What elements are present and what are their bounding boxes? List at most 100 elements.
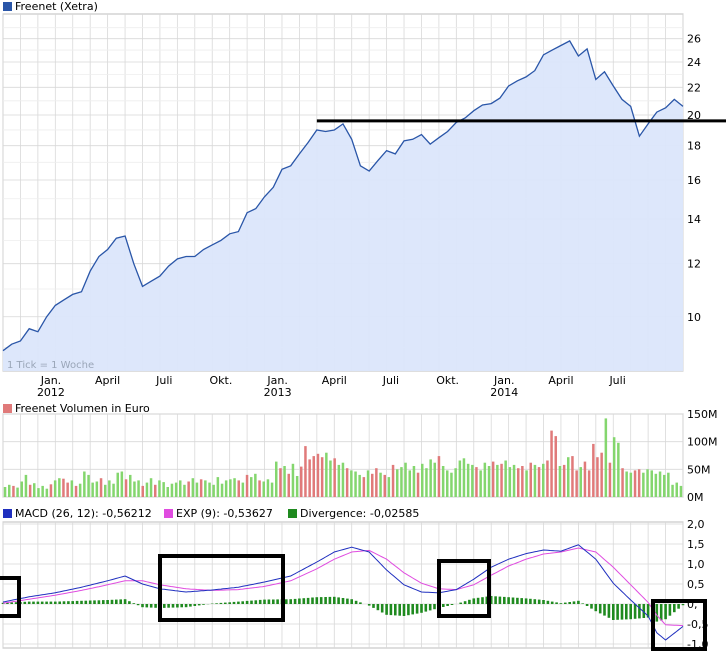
divergence-bar [394,604,397,616]
divergence-bar [80,600,83,604]
x-tick-year: 2014 [490,386,518,399]
volume-bar [37,488,40,497]
volume-bar [250,477,253,497]
volume-bar [304,446,307,497]
volume-bar [275,461,278,497]
volume-bar [517,468,520,497]
volume-bar [345,468,349,497]
divergence-bar [136,604,140,606]
volume-bar [62,478,65,497]
exp-line [2,547,684,627]
divergence-bar [533,599,537,604]
divergence-bar [272,599,275,604]
volume-bar [512,464,516,497]
divergence-bar [673,604,676,613]
divergence-bar [367,604,371,606]
divergence-legend-label: Divergence: -0,02585 [300,507,419,520]
divergence-bar [32,601,35,604]
volume-bar [671,484,674,497]
volume-bar [583,461,587,497]
volume-bar [12,485,15,497]
divergence-bar [293,598,297,604]
x-tick-label: April [322,374,347,387]
volume-bar [262,481,265,497]
x-tick-label: Juli [155,374,172,387]
volume-bar [454,468,457,497]
divergence-bar [71,601,74,604]
divergence-bar [350,599,353,604]
divergence-bar [550,601,554,604]
divergence-bar [337,597,340,604]
divergence-bar [6,602,9,604]
divergence-bar [62,601,66,604]
volume-bar [375,468,378,497]
volume-bar [354,471,357,497]
volume-bar [333,458,336,497]
volume-bar [383,474,386,497]
divergence-bar [306,597,310,604]
divergence-bar [376,604,380,611]
divergence-bars [1,596,685,622]
volume-bar [216,477,220,497]
volume-bar [133,481,136,497]
volume-bar [658,471,662,497]
volume-bar [396,469,399,497]
volume-bar [141,485,144,497]
divergence-bar [315,597,319,604]
volume-bar [20,481,23,497]
volume-bar [233,478,236,497]
divergence-bar [428,604,432,611]
volume-bar [91,482,94,497]
volume-bar [575,470,578,497]
divergence-bar [555,602,558,604]
divergence-bar [668,604,672,616]
divergence-bar [463,601,467,604]
volume-legend-swatch [3,404,12,413]
divergence-bar [84,600,88,604]
volume-bar [45,488,49,497]
volume-bar [571,456,574,497]
divergence-bar [333,596,336,604]
divergence-bar [524,598,528,604]
x-tick-label: Juli [608,374,625,387]
divergence-bar [577,600,580,604]
divergence-bar [585,604,589,606]
volume-bar [508,467,512,497]
volume-bar [183,484,186,497]
divergence-bar [115,599,118,604]
divergence-bar [58,601,61,604]
volume-bar [391,464,395,497]
y-tick-label: 150M [687,408,718,421]
divergence-bar [354,600,358,604]
volume-bar [404,462,407,497]
divergence-bar [620,604,624,620]
volume-bar [104,484,107,497]
volume-bar [525,470,528,497]
divergence-bar [612,604,615,620]
divergence-bar [23,601,27,604]
volume-bar [592,443,595,497]
divergence-bar [88,600,92,604]
divergence-bar [40,601,44,604]
divergence-bar [424,604,428,612]
x-tick-label: April [95,374,120,387]
volume-bar [596,457,599,497]
highlight-box [651,599,707,651]
volume-bar [562,464,566,497]
volume-bar [554,436,557,497]
volume-bar [320,457,324,497]
volume-bar [154,484,157,497]
volume-bar [8,484,11,497]
divergence-bar [372,604,375,608]
divergence-bar [276,599,279,604]
divergence-bar [446,604,449,606]
divergence-bar [263,599,266,604]
volume-bar [325,452,328,497]
volume-bar [633,470,637,497]
volume-bar [567,457,570,497]
divergence-bar [254,600,258,604]
volume-bar [316,453,320,497]
divergence-bar [481,597,484,604]
price-line [2,40,684,352]
volume-bar [24,474,28,497]
